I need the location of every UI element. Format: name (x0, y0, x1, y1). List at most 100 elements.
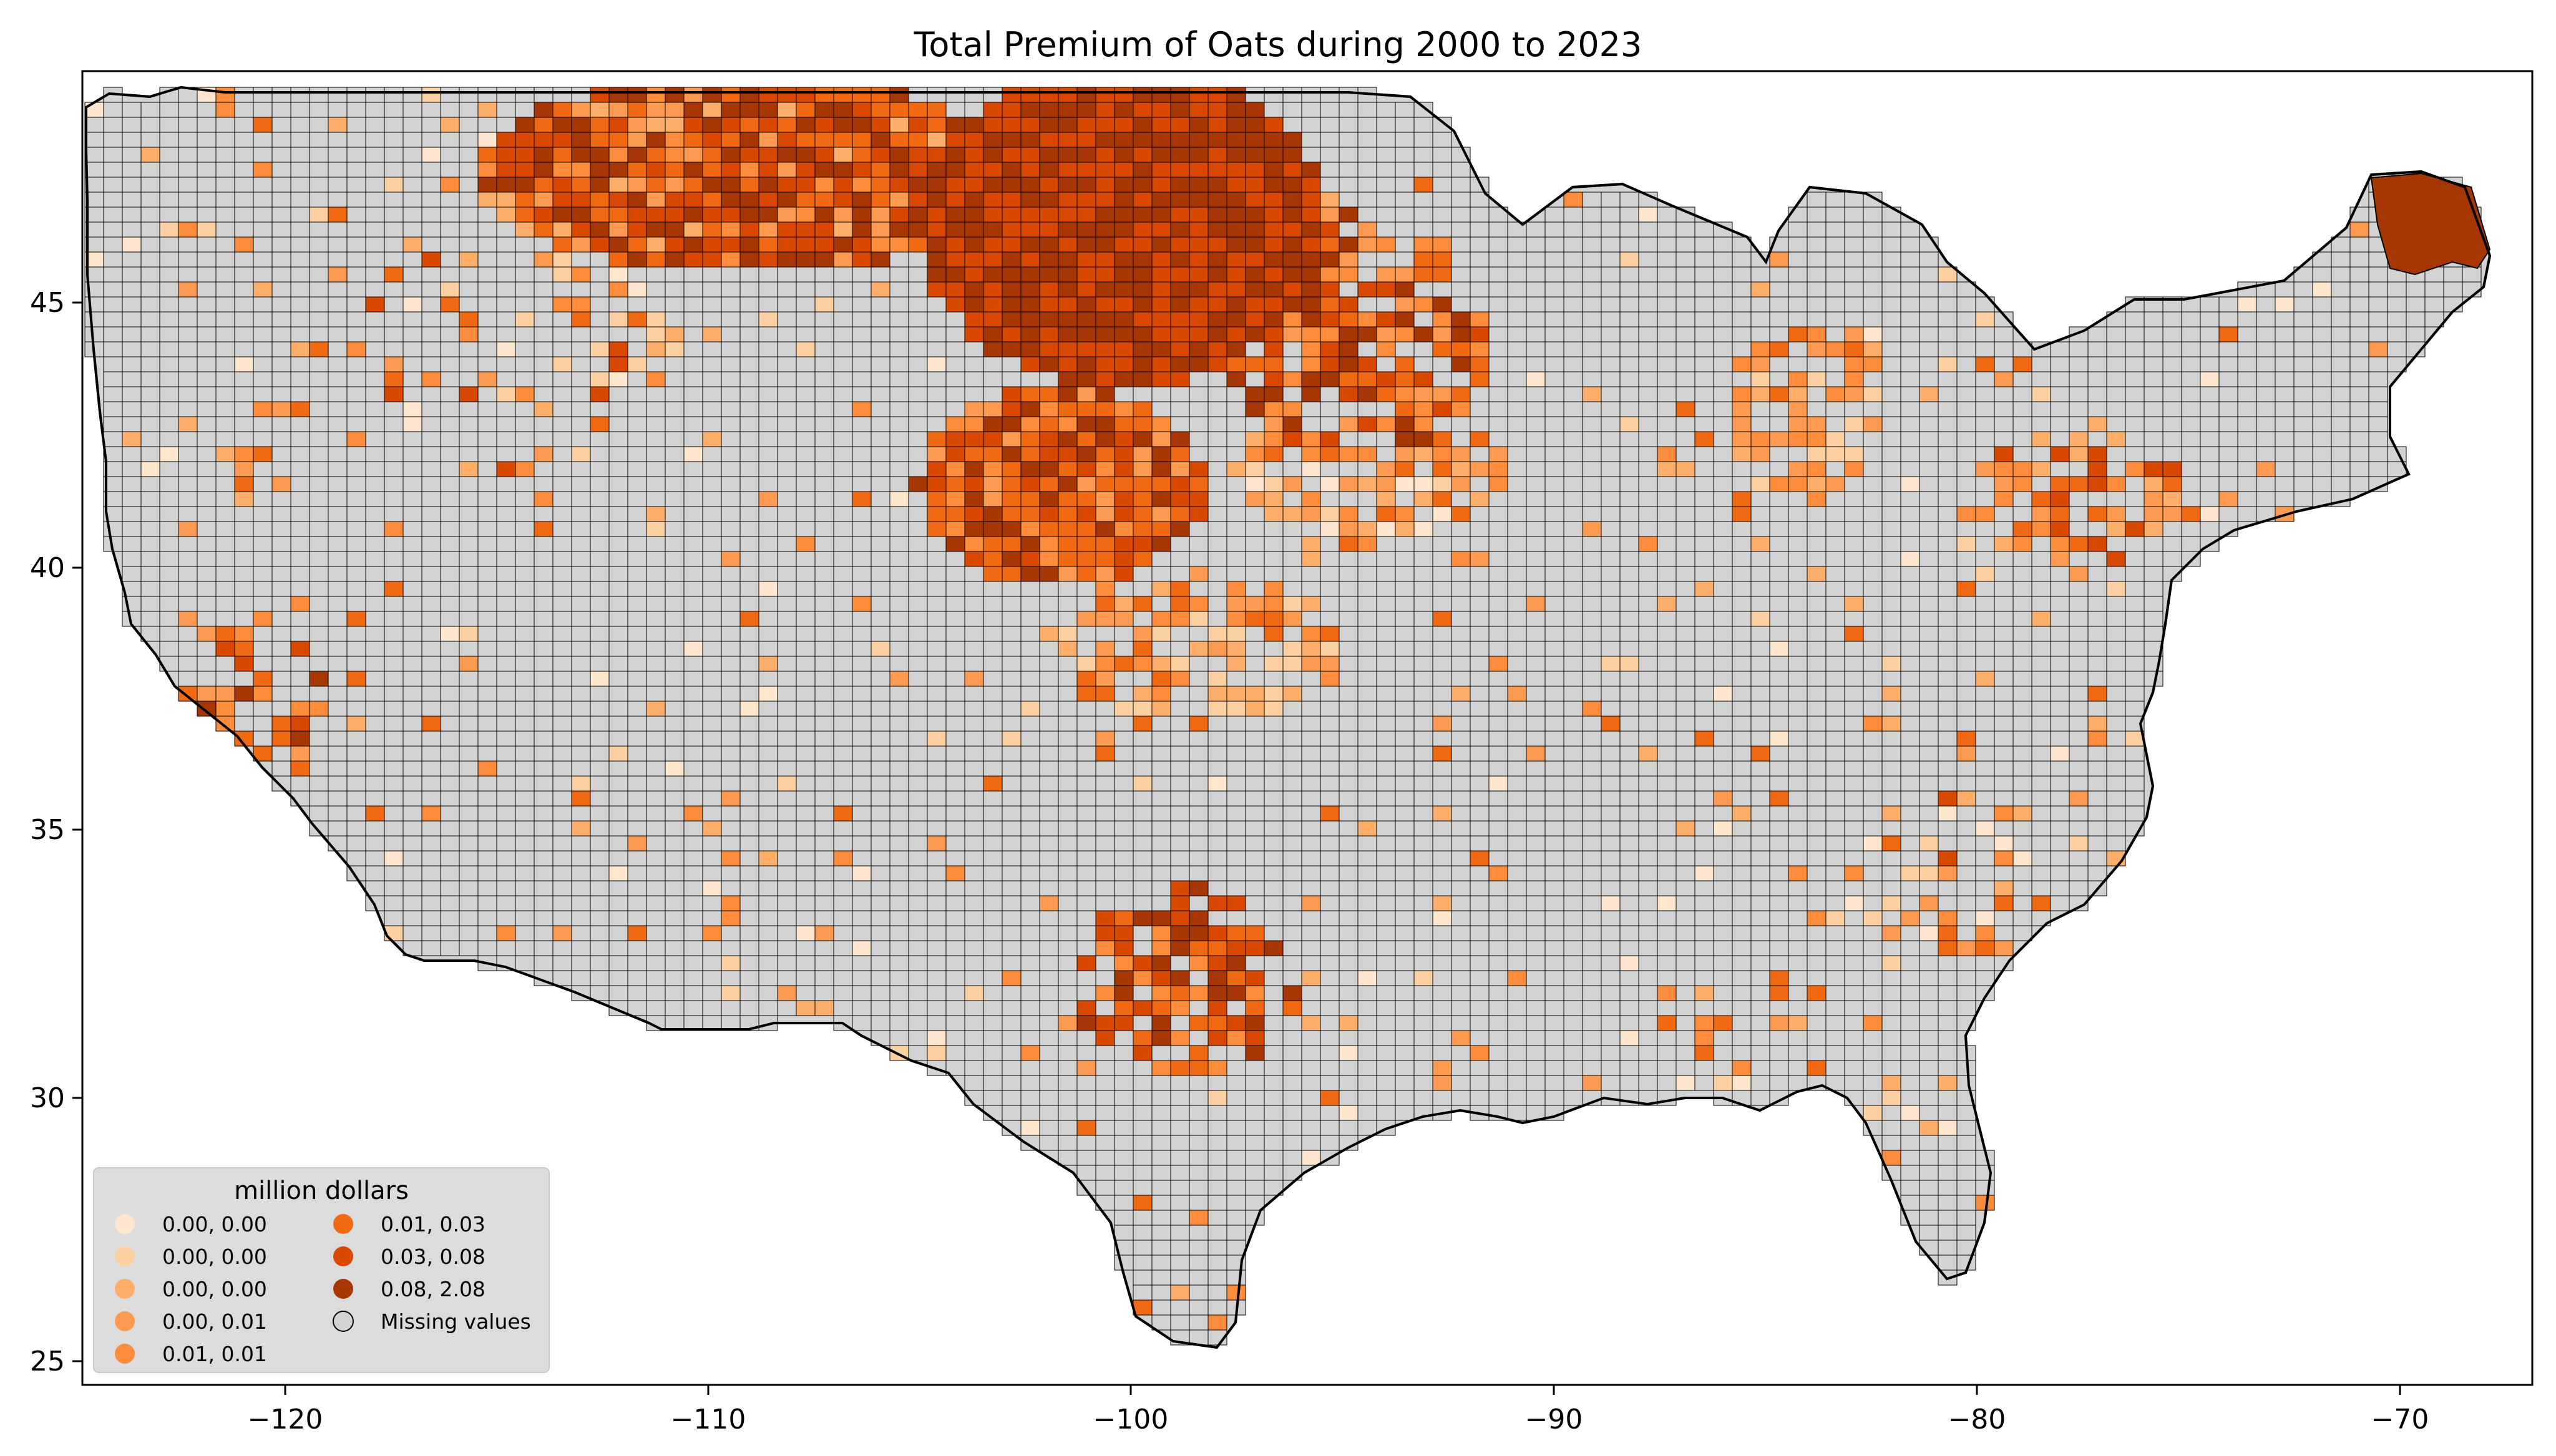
county-cell (983, 102, 1003, 118)
county-cell (1264, 296, 1284, 313)
county-cell (421, 162, 441, 178)
county-cell (365, 566, 385, 582)
county-cell (1039, 491, 1059, 507)
county-cell (1488, 326, 1508, 342)
county-cell (140, 147, 160, 163)
county-cell (739, 491, 759, 507)
county-cell (721, 611, 741, 627)
county-cell (1900, 506, 1920, 522)
county-cell (440, 87, 460, 103)
county-cell (1020, 416, 1040, 432)
county-cell (983, 341, 1003, 357)
county-cell (1601, 491, 1621, 507)
county-cell (1301, 221, 1321, 238)
county-cell (421, 760, 441, 777)
county-cell (459, 446, 479, 462)
county-cell (515, 656, 535, 672)
county-cell (1844, 251, 1864, 268)
county-cell (477, 281, 497, 298)
county-cell (534, 671, 554, 687)
county-cell (1750, 341, 1770, 357)
county-cell (178, 177, 198, 193)
county-cell (103, 521, 123, 537)
county-cell (1881, 401, 1901, 417)
county-cell (328, 521, 348, 537)
county-cell (365, 177, 385, 193)
county-cell (1881, 716, 1901, 732)
county-cell (159, 446, 179, 462)
county-cell (777, 266, 797, 283)
county-cell (1226, 177, 1246, 193)
county-cell (1601, 221, 1621, 238)
county-cell (1975, 311, 1995, 328)
county-cell (1844, 326, 1864, 342)
county-cell (2275, 476, 2295, 492)
county-cell (1114, 656, 1134, 672)
county-cell (346, 641, 366, 657)
county-cell (833, 416, 853, 432)
county-cell (1938, 281, 1958, 298)
county-cell (777, 401, 797, 417)
county-cell (1750, 296, 1770, 313)
county-cell (159, 251, 179, 268)
county-cell (1095, 147, 1115, 163)
county-cell (459, 656, 479, 672)
county-cell (328, 551, 348, 567)
county-cell (1732, 311, 1752, 328)
county-cell (2462, 281, 2482, 298)
county-cell (290, 536, 310, 552)
county-cell (402, 521, 422, 537)
county-cell (1133, 266, 1153, 283)
county-cell (1881, 596, 1901, 612)
county-cell (1114, 221, 1134, 238)
county-cell (1189, 521, 1209, 537)
county-cell (833, 102, 853, 118)
county-cell (2087, 775, 2107, 792)
county-cell (2012, 596, 2032, 612)
county-cell (1526, 311, 1546, 328)
county-cell (402, 461, 422, 477)
county-cell (271, 102, 291, 118)
county-cell (309, 251, 329, 268)
county-cell (1863, 745, 1883, 762)
county-cell (122, 177, 142, 193)
county-cell (1432, 745, 1452, 762)
county-cell (1601, 446, 1621, 462)
county-cell (683, 356, 703, 372)
county-cell (346, 281, 366, 298)
county-cell (814, 416, 834, 432)
county-cell (983, 87, 1003, 103)
county-cell (665, 162, 685, 178)
county-cell (1563, 656, 1583, 672)
county-cell (1264, 371, 1284, 387)
county-cell (1058, 326, 1078, 342)
county-cell (1900, 266, 1920, 283)
county-cell (2144, 431, 2163, 447)
county-cell (1002, 251, 1022, 268)
county-cell (1114, 671, 1134, 687)
county-cell (889, 326, 909, 342)
county-cell (739, 341, 759, 357)
county-cell (1002, 102, 1022, 118)
county-cell (945, 671, 965, 687)
county-cell (215, 581, 235, 597)
county-cell (1207, 626, 1227, 642)
county-cell (1076, 461, 1096, 477)
county-cell (290, 760, 310, 777)
county-cell (1226, 506, 1246, 522)
county-cell (140, 206, 160, 223)
county-cell (1451, 177, 1471, 193)
county-cell (215, 536, 235, 552)
county-cell (365, 296, 385, 313)
county-cell (1395, 117, 1415, 133)
county-cell (1114, 266, 1134, 283)
county-cell (889, 206, 909, 223)
county-cell (814, 162, 834, 178)
county-cell (1994, 536, 2014, 552)
county-cell (459, 386, 479, 402)
county-cell (1863, 521, 1883, 537)
county-cell (1170, 701, 1190, 717)
county-cell (1020, 476, 1040, 492)
county-cell (290, 117, 310, 133)
county-cell (477, 177, 497, 193)
